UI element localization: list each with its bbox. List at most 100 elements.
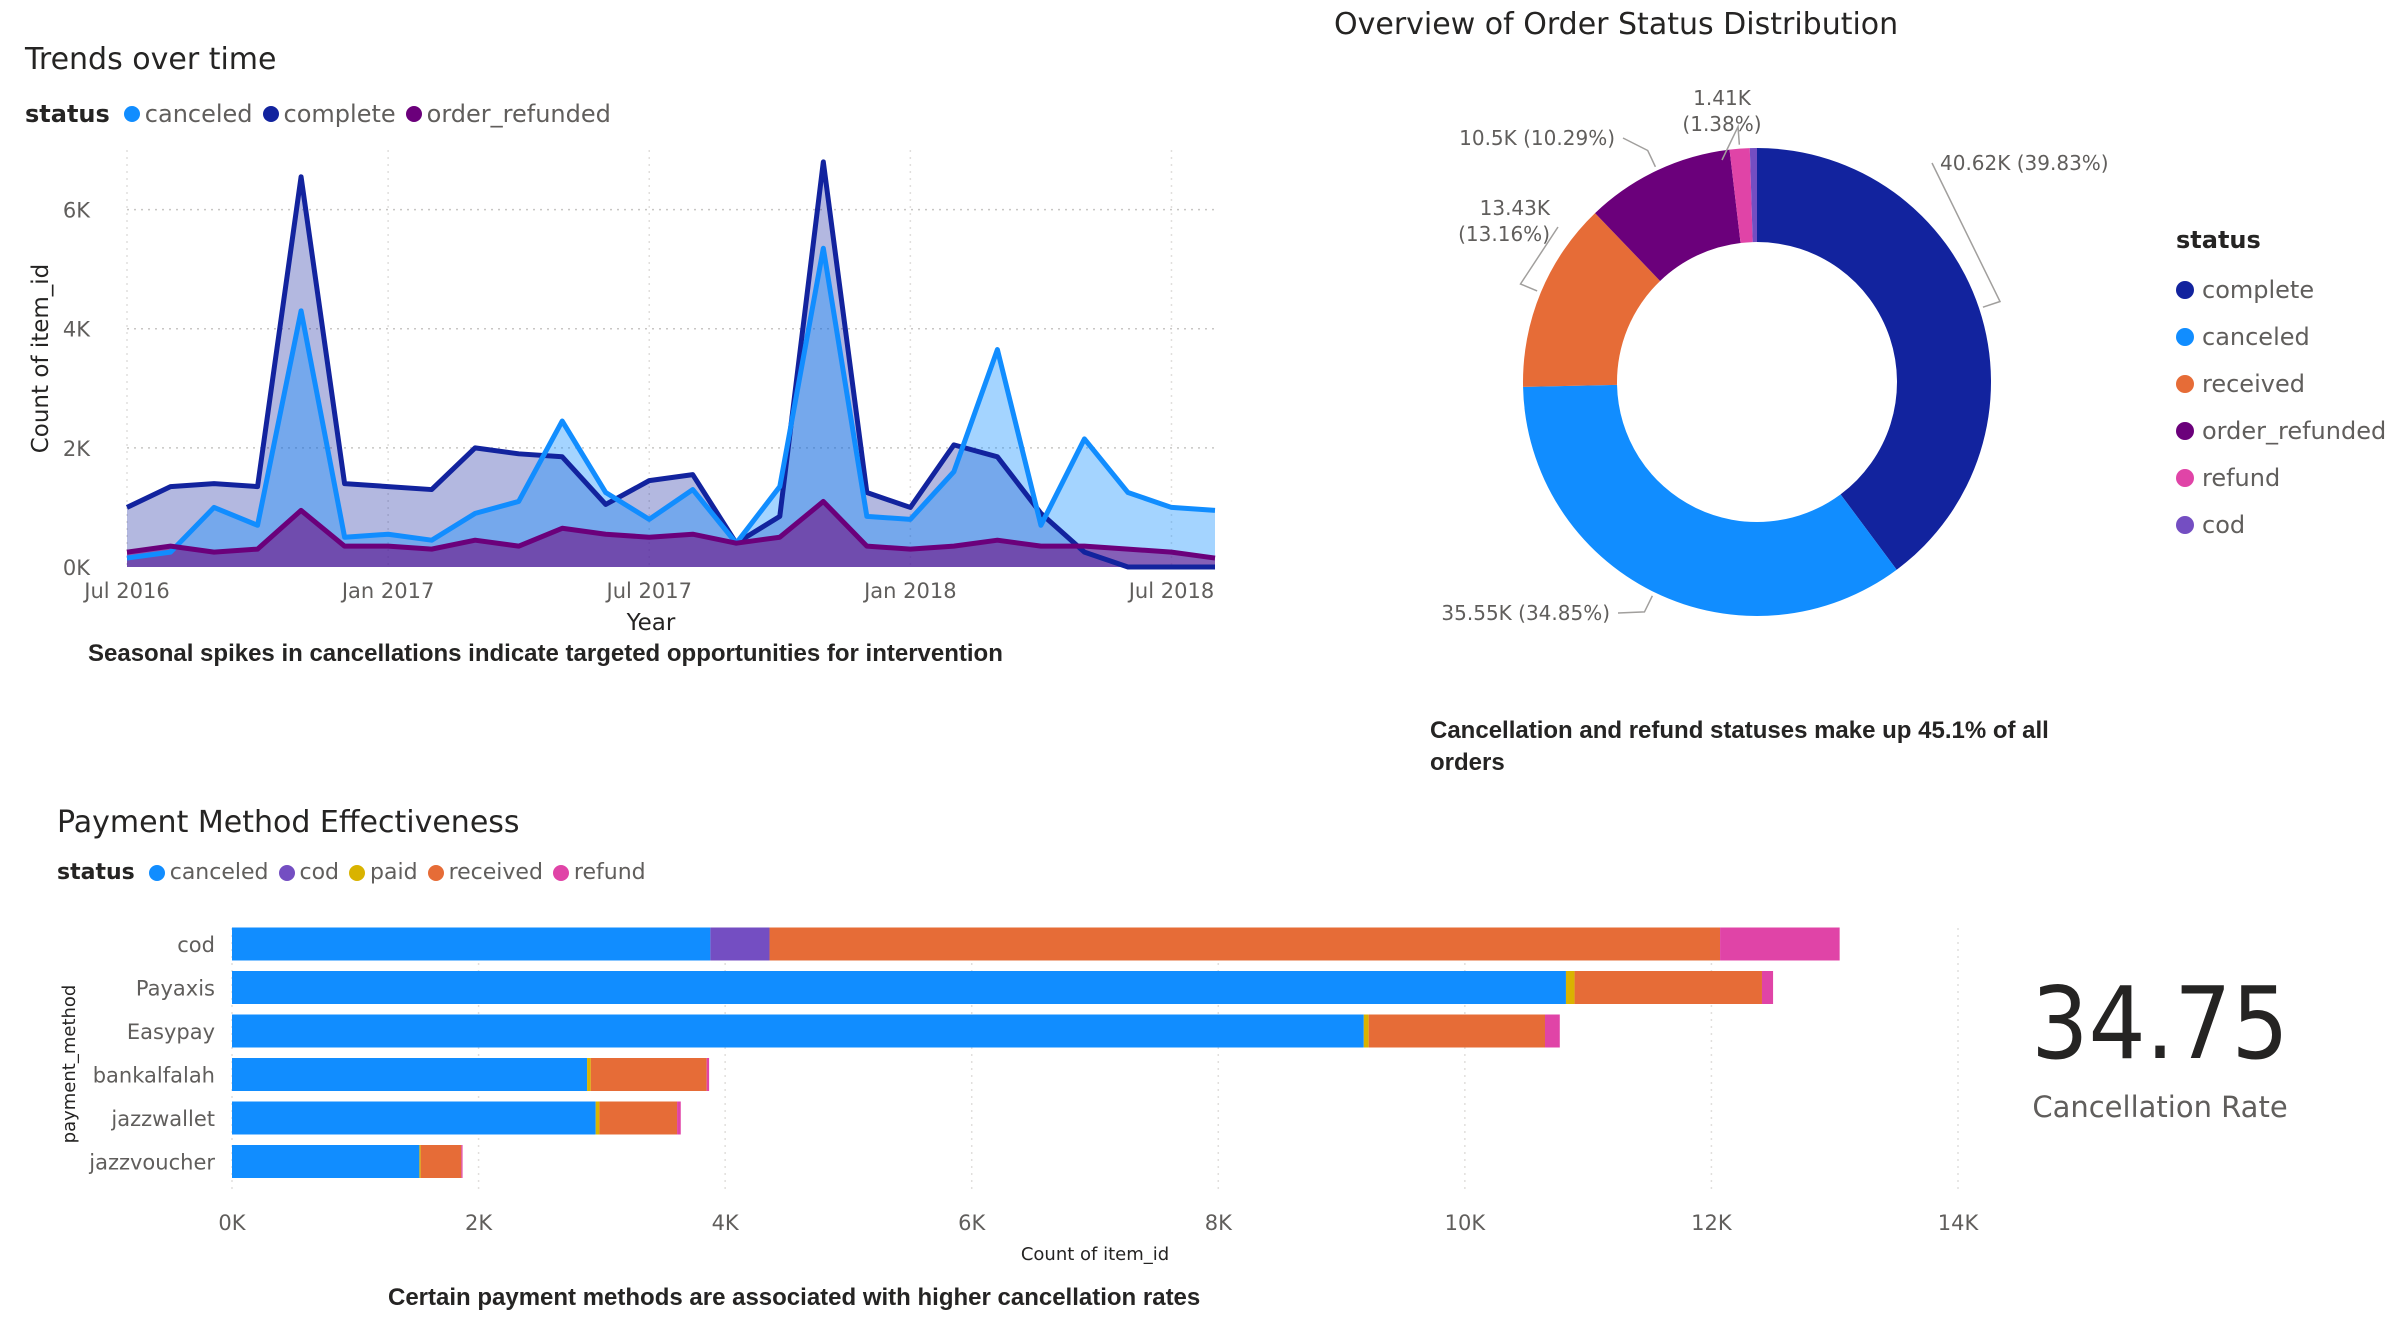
- legend-label: canceled: [2202, 322, 2310, 351]
- legend-label: order_refunded: [2202, 416, 2385, 445]
- legend-label: refund: [2202, 463, 2281, 492]
- legend-label: paid: [370, 860, 418, 885]
- donut-slice-complete: [1757, 148, 1991, 570]
- legend-item-paid[interactable]: paid: [349, 860, 418, 885]
- donut-slice-cod: [1749, 148, 1757, 243]
- bar-segment-paid: [587, 1058, 591, 1091]
- bar-segment-canceled: [232, 971, 1566, 1004]
- donut-data-label: 10.5K (10.29%): [1459, 126, 1615, 150]
- bar-segment-canceled: [232, 1058, 588, 1091]
- legend-label: canceled: [169, 860, 269, 885]
- x-tick-label: Jul 2016: [82, 579, 169, 603]
- legend-item-order-refunded[interactable]: order_refunded: [2176, 407, 2385, 454]
- legend-swatch: [278, 864, 295, 881]
- legend-label: canceled: [144, 100, 253, 128]
- legend-item-order-refunded[interactable]: order_refunded: [405, 100, 611, 128]
- legend-label: cod: [2202, 510, 2246, 539]
- category-label: jazzvoucher: [88, 1151, 215, 1175]
- legend-title: status: [2176, 226, 2261, 254]
- series-canceled: [127, 248, 1215, 567]
- legend-item-cod[interactable]: cod: [2176, 501, 2385, 548]
- legend-swatch: [2176, 374, 2194, 393]
- legend-item-complete[interactable]: complete: [262, 100, 396, 128]
- legend-item-complete[interactable]: complete: [2176, 266, 2385, 313]
- bar-segment-received: [769, 927, 1721, 961]
- bar-segment-paid: [419, 1145, 421, 1178]
- legend-swatch: [2176, 468, 2194, 487]
- trends-area-chart: 0K 2K 4K 6K Jul 2016 Jan 2017 Jul 2017 Jan 2018…: [28, 150, 1216, 636]
- trends-legend: status canceled complete order_refunded: [25, 100, 621, 128]
- payment-caption: Certain payment methods are associated w…: [388, 1284, 1201, 1311]
- category-label: jazzwallet: [110, 1107, 215, 1131]
- legend-item-refund[interactable]: refund: [552, 860, 646, 885]
- legend-swatch: [2176, 327, 2194, 346]
- legend-swatch: [405, 106, 422, 122]
- legend-item-received[interactable]: received: [427, 860, 543, 885]
- legend-title: status: [57, 860, 135, 885]
- y-axis-title: payment_method: [59, 985, 80, 1144]
- bar-row-jazzwallet: jazzwallet: [110, 1101, 681, 1135]
- x-tick-label: 6K: [958, 1211, 986, 1235]
- line-order-refunded: [126, 498, 1216, 561]
- bar-segment-cod: [710, 927, 770, 961]
- legend-swatch: [427, 864, 444, 881]
- bar-segment-canceled: [232, 1145, 420, 1178]
- bar-segment-refund: [1544, 1014, 1560, 1048]
- bar-segment-canceled: [232, 1101, 596, 1135]
- legend-item-cod[interactable]: cod: [278, 860, 339, 885]
- payment-chart-title: Payment Method Effectiveness: [57, 805, 520, 840]
- legend-swatch: [262, 106, 279, 122]
- bar-row-jazzvoucher: jazzvoucher: [88, 1145, 463, 1178]
- donut-slice-order-refunded: [1595, 149, 1741, 281]
- legend-item-canceled[interactable]: canceled: [2176, 313, 2385, 360]
- legend-label: received: [448, 860, 543, 885]
- legend-label: refund: [573, 860, 646, 885]
- legend-swatch: [123, 106, 140, 122]
- legend-swatch: [2176, 515, 2194, 534]
- x-tick-label: Jul 2017: [605, 579, 692, 603]
- line-canceled: [126, 245, 1216, 561]
- category-label: Payaxis: [136, 977, 215, 1001]
- x-axis-title: Year: [626, 610, 676, 636]
- y-tick-label: 4K: [63, 318, 91, 342]
- y-tick-label: 0K: [63, 556, 91, 580]
- x-tick-label: Jan 2018: [862, 579, 957, 603]
- bar-segment-refund: [461, 1145, 463, 1178]
- donut-slice-refund: [1729, 148, 1753, 243]
- donut-data-label: 1.41K: [1693, 86, 1752, 110]
- donut-leader-line: [1519, 226, 1559, 292]
- area-canceled: [127, 248, 1215, 567]
- status-donut-chart: 40.62K (39.83%) 35.55K (34.85%) 13.43K(13.…: [1441, 86, 2108, 625]
- bar-segment-paid: [595, 1101, 600, 1135]
- bar-segment-received: [1368, 1014, 1545, 1048]
- cancellation-rate-value: 34.75: [2031, 965, 2289, 1082]
- legend-item-canceled[interactable]: canceled: [148, 860, 269, 885]
- donut-leader-line: [1622, 137, 1657, 168]
- legend-label: complete: [283, 100, 396, 128]
- legend-swatch: [148, 864, 165, 881]
- donut-chart-title: Overview of Order Status Distribution: [1334, 7, 1899, 42]
- x-axis-title: Count of item_id: [1021, 1244, 1169, 1265]
- payment-legend: status canceled cod paid received refund: [57, 860, 656, 885]
- bar-row-bankalfalah: bankalfalah: [93, 1058, 710, 1091]
- payment-bar-chart: 0K 2K 4K 6K 8K 10K 12K 14K Count of item_id payme…: [59, 927, 1979, 1265]
- legend-item-canceled[interactable]: canceled: [123, 100, 253, 128]
- donut-data-label: 35.55K (34.85%): [1441, 601, 1610, 625]
- category-label: cod: [177, 933, 215, 957]
- x-tick-label: Jul 2018: [1127, 579, 1214, 603]
- donut-leader-line: [1617, 595, 1654, 614]
- legend-item-received[interactable]: received: [2176, 360, 2385, 407]
- bar-segment-refund: [706, 1058, 710, 1091]
- bar-row-easypay: Easypay: [127, 1014, 1560, 1048]
- donut-legend: status complete canceled received order_refu…: [2176, 226, 2385, 548]
- x-tick-label: 0K: [218, 1211, 246, 1235]
- donut-leader-line: [1721, 123, 1741, 161]
- x-tick-label: 10K: [1445, 1211, 1487, 1235]
- x-tick-label: 4K: [712, 1211, 740, 1235]
- trends-chart-title: Trends over time: [25, 42, 277, 77]
- bar-segment-paid: [1565, 971, 1575, 1004]
- donut-slice-canceled: [1523, 384, 1897, 616]
- bar-segment-refund: [677, 1101, 681, 1135]
- series-complete: [127, 161, 1215, 567]
- legend-item-refund[interactable]: refund: [2176, 454, 2385, 501]
